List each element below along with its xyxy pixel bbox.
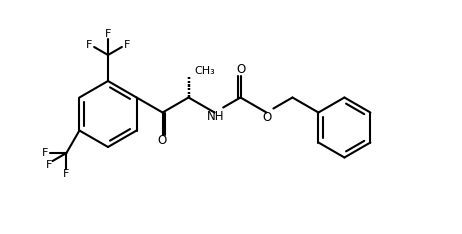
Text: O: O <box>157 134 166 147</box>
Text: O: O <box>236 63 245 76</box>
Text: F: F <box>45 160 52 170</box>
Text: F: F <box>42 148 49 158</box>
Text: F: F <box>105 29 111 39</box>
Text: F: F <box>124 40 130 50</box>
Text: NH: NH <box>207 110 224 123</box>
Text: F: F <box>63 169 70 179</box>
Text: F: F <box>86 40 92 50</box>
Text: O: O <box>263 111 272 124</box>
Text: CH₃: CH₃ <box>195 66 215 77</box>
